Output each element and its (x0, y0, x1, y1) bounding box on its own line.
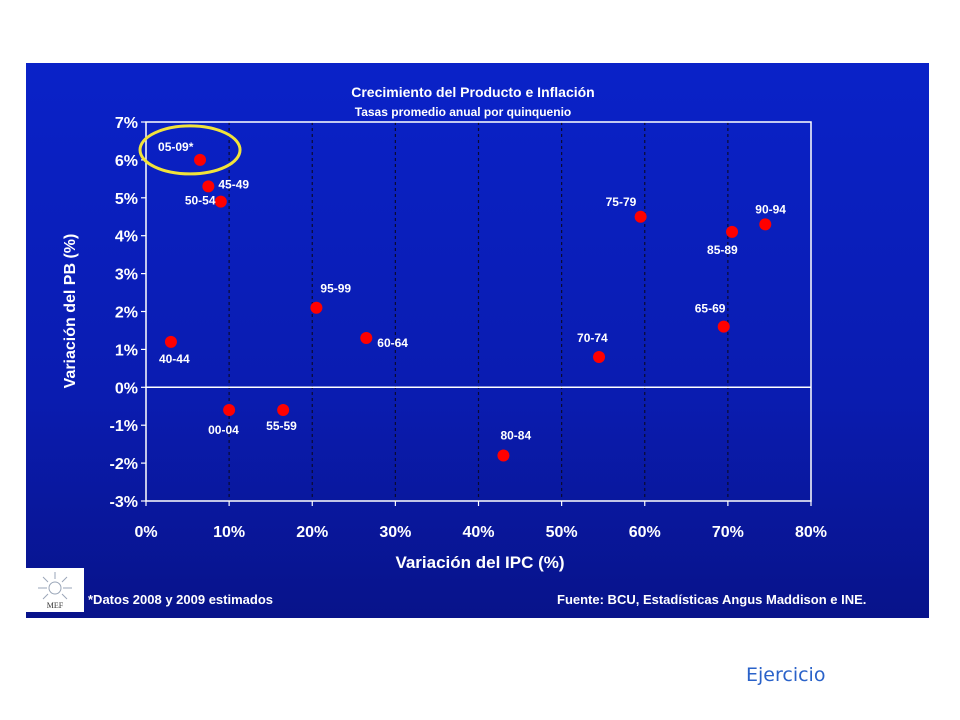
data-point (497, 449, 510, 462)
y-tick-label: 3% (115, 267, 138, 284)
chart-title: Crecimiento del Producto e Inflación (351, 84, 594, 100)
data-point (726, 225, 739, 238)
point-label: 55-59 (266, 419, 297, 433)
highlight-ellipse (138, 124, 242, 176)
point-label: 50-54 (185, 194, 216, 208)
x-tick-label: 20% (296, 524, 328, 541)
point-label: 45-49 (218, 177, 249, 191)
point-label: 75-79 (606, 195, 637, 209)
data-point (634, 210, 647, 223)
y-tick-label: 2% (115, 305, 138, 322)
x-tick-label: 80% (795, 524, 827, 541)
y-tick-label: 6% (115, 153, 138, 170)
x-tick-label: 60% (629, 524, 661, 541)
point-label: 60-64 (377, 336, 408, 350)
logo-text: MEF (46, 601, 64, 610)
mef-logo: MEF (26, 568, 84, 612)
footnote: *Datos 2008 y 2009 estimados (88, 592, 273, 607)
point-label: 85-89 (707, 243, 738, 257)
point-label: 80-84 (500, 429, 531, 443)
y-tick-labels: 7% 6% 5% 4% 3% 2% 1% 0% -1% -2% -3% (110, 115, 146, 511)
data-point (310, 301, 323, 314)
x-tick-label: 30% (379, 524, 411, 541)
point-label: 95-99 (320, 282, 351, 296)
data-point (164, 335, 177, 348)
data-point (194, 153, 207, 166)
y-tick-label: 4% (115, 229, 138, 246)
x-tick-label: 10% (213, 524, 245, 541)
y-tick-label: -3% (110, 494, 138, 511)
point-label: 90-94 (755, 202, 786, 216)
point-label: 05-09* (158, 140, 194, 154)
grid-lines (146, 122, 811, 501)
x-tick-label: 70% (712, 524, 744, 541)
chart-subtitle: Tasas promedio anual por quinquenio (355, 105, 571, 119)
data-point (759, 218, 772, 231)
y-tick-label: 7% (115, 115, 138, 132)
y-tick-label: -2% (110, 456, 138, 473)
x-tick-labels: 0% 10% 20% 30% 40% 50% 60% 70% 80% (134, 501, 827, 541)
data-point (214, 195, 227, 208)
point-label: 70-74 (577, 331, 608, 345)
sun-logo-icon (38, 572, 72, 600)
x-tick-label: 40% (462, 524, 494, 541)
x-tick-label: 0% (134, 524, 157, 541)
point-label: 65-69 (695, 302, 726, 316)
data-point (717, 320, 730, 333)
point-label: 40-44 (159, 352, 190, 366)
y-tick-label: 1% (115, 342, 138, 359)
source-note: Fuente: BCU, Estadísticas Angus Maddison… (557, 592, 867, 607)
data-point (360, 332, 373, 345)
point-label: 00-04 (208, 423, 239, 437)
y-tick-label: 5% (115, 191, 138, 208)
ejercicio-link[interactable]: Ejercicio (746, 664, 826, 686)
data-point (593, 350, 606, 363)
data-point (202, 180, 215, 193)
y-tick-label: -1% (110, 418, 138, 435)
x-tick-label: 50% (546, 524, 578, 541)
data-point (277, 404, 290, 417)
data-point (223, 404, 236, 417)
y-tick-label: 0% (115, 380, 138, 397)
y-axis-label: Variación del PB (%) (62, 234, 79, 389)
x-axis-label: Variación del IPC (%) (395, 553, 564, 572)
